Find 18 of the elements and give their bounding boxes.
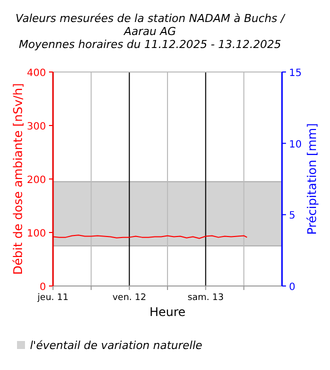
y-tick-label: 300 xyxy=(26,122,46,132)
x-tick-label: jeu. 11 xyxy=(36,293,68,303)
y2-tick-label: 5 xyxy=(289,210,296,222)
legend-label: l'éventail de variation naturelle xyxy=(30,339,203,352)
y2-tick-label: 0 xyxy=(289,282,296,293)
x-tick-label: sam. 13 xyxy=(188,293,224,303)
chart-title: Valeurs mesurées de la station NADAM à Buchs / Aarau AG xyxy=(16,12,286,38)
y-tick-label: 100 xyxy=(26,228,46,240)
y2-axis-title: Précipitation [mm] xyxy=(305,123,319,235)
x-axis-title: Heure xyxy=(149,305,186,319)
chart-subtitle: Moyennes horaires du 11.12.2025 - 13.12.2025 xyxy=(18,38,282,51)
x-tick-label: ven. 12 xyxy=(112,293,146,303)
y2-tick-label: 15 xyxy=(289,68,302,79)
y-tick-label: 200 xyxy=(26,175,46,186)
y-tick-label: 0 xyxy=(40,282,46,293)
y-tick-label: 400 xyxy=(26,68,46,79)
y2-tick-label: 10 xyxy=(289,139,302,150)
y-axis-title: Débit de dose ambiante [nSv/h] xyxy=(11,83,25,275)
